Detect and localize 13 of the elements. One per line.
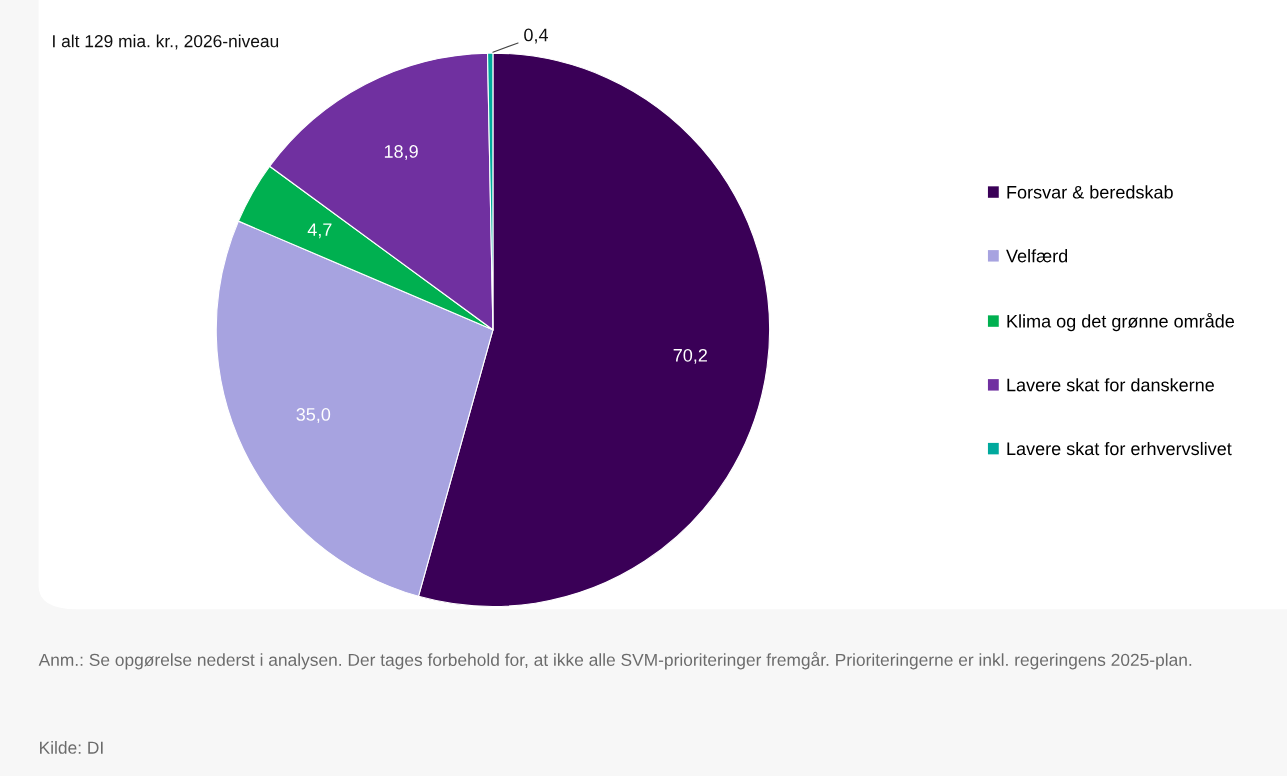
data-label: 18,9 xyxy=(384,145,418,160)
legend-label: Lavere skat for danskerne xyxy=(1007,378,1214,392)
data-label: 4,7 xyxy=(307,223,332,239)
legend-label: Forsvar & beredskab xyxy=(1007,185,1173,199)
data-label: 0,4 xyxy=(524,28,549,44)
legend-label: Klima og det grønne område xyxy=(1007,312,1235,332)
chart-title: I alt 129 mia. kr., 2026-niveau xyxy=(53,34,279,50)
text: Kilde: DI xyxy=(40,741,103,754)
data-label: 70,2 xyxy=(673,348,707,364)
data-label: 35,0 xyxy=(296,408,331,423)
legend-label: Lavere skat for erhvervslivet xyxy=(1007,441,1232,456)
text: Anm.: Se opgørelse nederst i analysen. Der tages forbehold for, at ikke alle SVM-prioriteringer fremgår. Prioriteringerne er inkl. regeringens 2025-plan. xyxy=(38,651,1192,670)
legend-label: Velfærd xyxy=(1006,249,1068,263)
